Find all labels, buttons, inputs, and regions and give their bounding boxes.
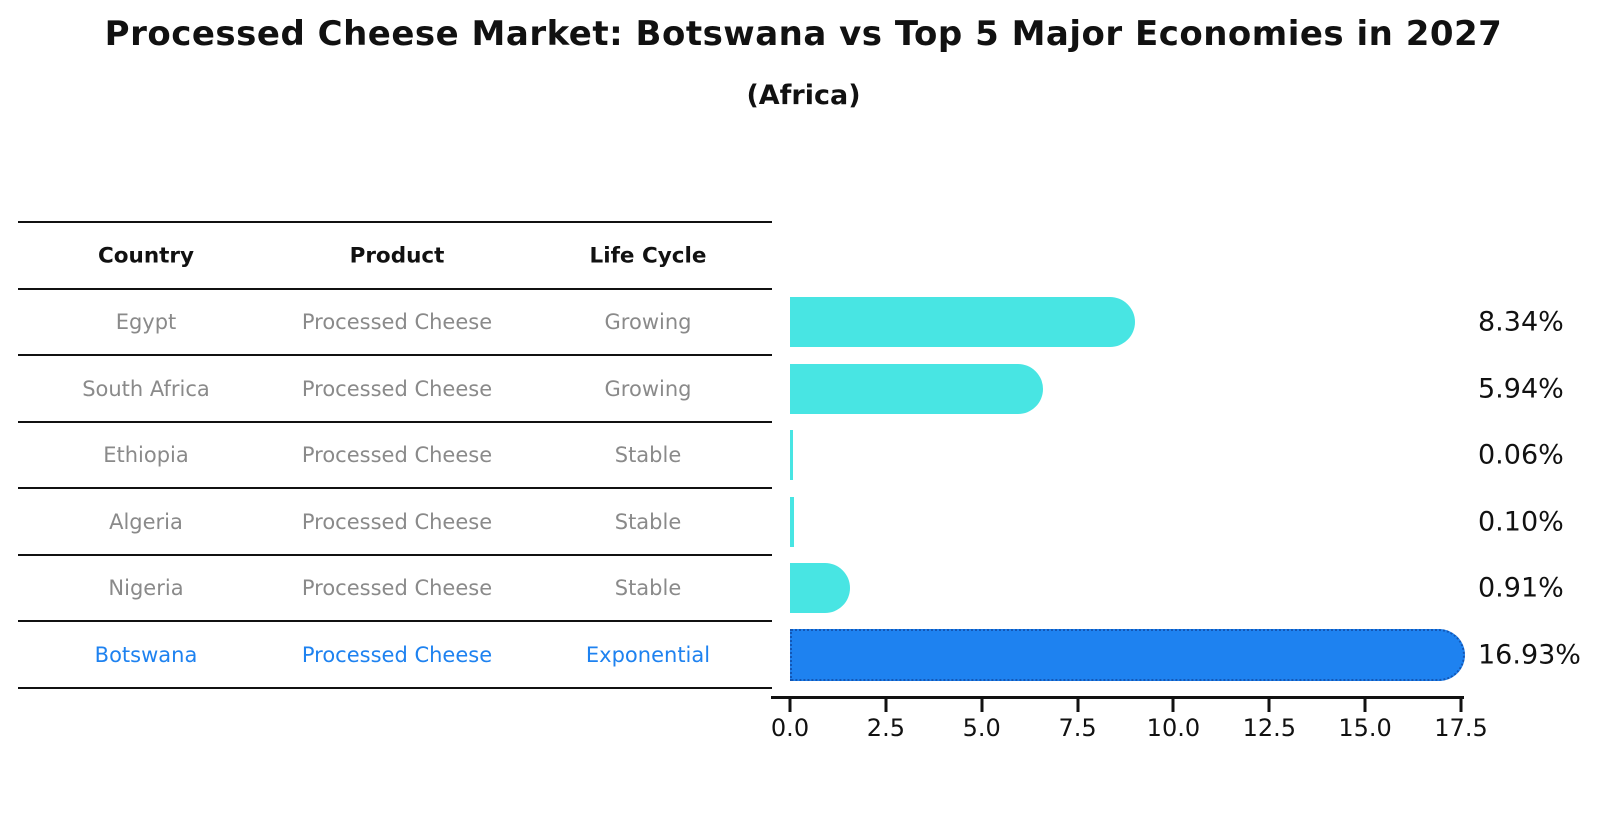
value-label-nigeria: 0.91% [1478, 572, 1564, 604]
bar-egypt [790, 297, 1135, 348]
chart-title: Processed Cheese Market: Botswana vs Top… [104, 14, 1503, 54]
x-axis-tick [884, 699, 888, 712]
table-cell-nigeria-product: Processed Cheese [301, 576, 493, 600]
table-cell-botswana-product: Processed Cheese [301, 642, 493, 667]
table-rule [18, 553, 772, 556]
x-axis-tick [1363, 699, 1367, 712]
table-cell-nigeria-life_cycle: Stable [614, 576, 682, 600]
table-rule [18, 288, 772, 290]
table-rule [18, 686, 772, 689]
x-axis-tick-label: 7.5 [1058, 714, 1097, 742]
x-axis-line [771, 696, 1464, 699]
x-axis-tick-label: 5.0 [962, 714, 1001, 742]
table-rule [18, 354, 772, 357]
table-cell-egypt-country: Egypt [115, 310, 177, 335]
bar-botswana [790, 628, 1466, 681]
x-axis-tick-label: 2.5 [866, 714, 905, 742]
table-cell-egypt-life_cycle: Growing [604, 310, 692, 335]
chart-subtitle: (Africa) [746, 80, 861, 111]
column-header-life-cycle: Life Cycle [589, 243, 707, 268]
x-axis-tick [788, 699, 792, 712]
table-cell-ethiopia-product: Processed Cheese [301, 443, 493, 468]
column-header-product: Product [349, 243, 445, 268]
table-cell-algeria-life_cycle: Stable [614, 509, 682, 534]
bar-algeria [790, 496, 794, 547]
x-axis-tick-label: 0.0 [770, 714, 810, 742]
table-cell-algeria-country: Algeria [109, 509, 183, 534]
table-rule [18, 487, 772, 490]
bar-nigeria [790, 563, 850, 613]
table-rule [18, 420, 772, 423]
table-cell-algeria-product: Processed Cheese [301, 509, 493, 534]
x-axis-tick [1267, 699, 1271, 712]
table-cell-south-africa-product: Processed Cheese [301, 376, 493, 401]
x-axis-tick-label: 15.0 [1338, 714, 1392, 742]
value-label-algeria: 0.10% [1478, 506, 1564, 538]
table-rule-top [18, 221, 772, 223]
table-cell-nigeria-country: Nigeria [108, 576, 184, 600]
value-label-botswana: 16.93% [1478, 639, 1581, 670]
x-axis-tick-label: 17.5 [1434, 714, 1488, 742]
table-cell-ethiopia-country: Ethiopia [103, 443, 189, 468]
table-cell-egypt-product: Processed Cheese [301, 310, 493, 335]
table-cell-ethiopia-life_cycle: Stable [614, 443, 682, 468]
table-cell-botswana-life_cycle: Exponential [585, 642, 711, 667]
value-label-ethiopia: 0.06% [1478, 439, 1564, 471]
x-axis-tick [1076, 699, 1080, 712]
x-axis-tick [1171, 699, 1175, 712]
x-axis-tick [980, 699, 984, 712]
table-cell-botswana-country: Botswana [94, 642, 198, 667]
value-label-egypt: 8.34% [1478, 306, 1564, 338]
value-label-south-africa: 5.94% [1478, 373, 1564, 405]
x-axis-tick-label: 12.5 [1242, 714, 1297, 742]
table-cell-south-africa-life_cycle: Growing [604, 376, 692, 401]
column-header-country: Country [97, 243, 195, 268]
bar-south-africa [790, 363, 1043, 414]
table-rule [18, 620, 772, 623]
table-cell-south-africa-country: South Africa [82, 376, 210, 401]
bar-ethiopia [790, 430, 793, 481]
x-axis-tick-label: 10.0 [1146, 714, 1201, 742]
x-axis-tick [1459, 699, 1463, 712]
